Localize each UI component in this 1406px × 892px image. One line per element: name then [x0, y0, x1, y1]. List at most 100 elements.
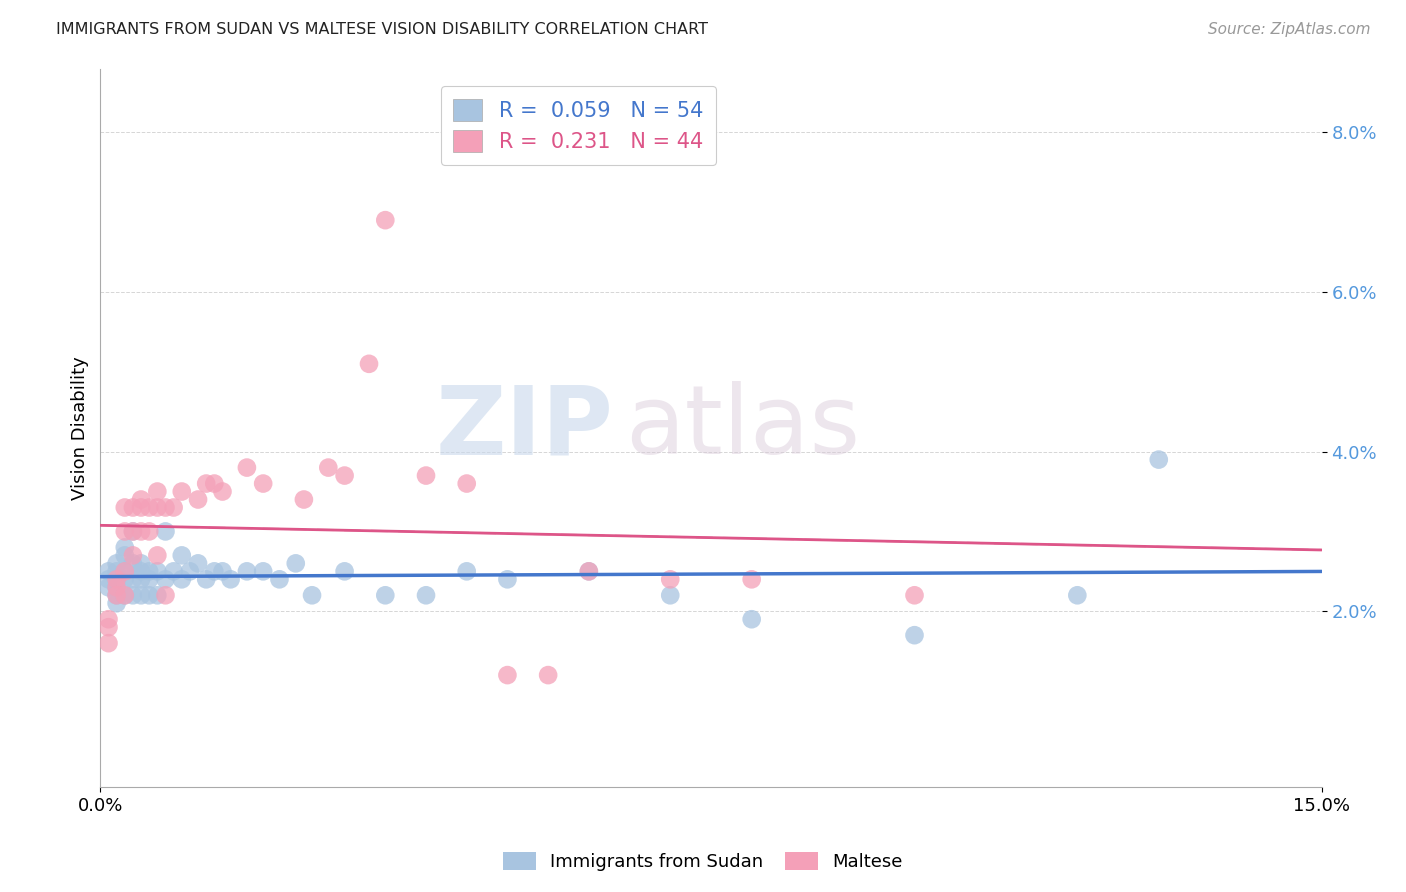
- Point: [236, 565, 259, 579]
- Point: [333, 565, 356, 579]
- Point: [114, 588, 136, 602]
- Point: [114, 524, 136, 539]
- Point: [202, 565, 225, 579]
- Point: [105, 596, 128, 610]
- Point: [374, 213, 396, 227]
- Point: [114, 541, 136, 555]
- Point: [114, 565, 136, 579]
- Text: IMMIGRANTS FROM SUDAN VS MALTESE VISION DISABILITY CORRELATION CHART: IMMIGRANTS FROM SUDAN VS MALTESE VISION …: [56, 22, 709, 37]
- Point: [138, 500, 160, 515]
- Point: [187, 557, 209, 571]
- Point: [578, 565, 600, 579]
- Point: [138, 524, 160, 539]
- Point: [129, 492, 152, 507]
- Point: [105, 588, 128, 602]
- Point: [170, 484, 193, 499]
- Point: [659, 588, 682, 602]
- Point: [129, 572, 152, 586]
- Point: [105, 580, 128, 594]
- Text: ZIP: ZIP: [436, 381, 613, 475]
- Point: [105, 557, 128, 571]
- Point: [155, 588, 177, 602]
- Point: [903, 588, 925, 602]
- Point: [97, 565, 120, 579]
- Point: [179, 565, 201, 579]
- Text: Source: ZipAtlas.com: Source: ZipAtlas.com: [1208, 22, 1371, 37]
- Point: [114, 500, 136, 515]
- Point: [129, 500, 152, 515]
- Point: [129, 524, 152, 539]
- Point: [252, 565, 274, 579]
- Point: [292, 492, 315, 507]
- Point: [374, 588, 396, 602]
- Point: [318, 460, 340, 475]
- Point: [170, 572, 193, 586]
- Point: [105, 588, 128, 602]
- Point: [741, 612, 763, 626]
- Point: [357, 357, 380, 371]
- Point: [741, 572, 763, 586]
- Point: [415, 588, 437, 602]
- Point: [122, 588, 145, 602]
- Point: [456, 476, 478, 491]
- Point: [122, 524, 145, 539]
- Point: [170, 549, 193, 563]
- Point: [155, 500, 177, 515]
- Point: [269, 572, 291, 586]
- Point: [122, 500, 145, 515]
- Point: [114, 565, 136, 579]
- Point: [162, 565, 184, 579]
- Point: [105, 572, 128, 586]
- Point: [252, 476, 274, 491]
- Point: [195, 572, 218, 586]
- Legend: Immigrants from Sudan, Maltese: Immigrants from Sudan, Maltese: [496, 845, 910, 879]
- Point: [122, 549, 145, 563]
- Point: [129, 565, 152, 579]
- Point: [105, 580, 128, 594]
- Point: [537, 668, 560, 682]
- Point: [138, 572, 160, 586]
- Point: [97, 580, 120, 594]
- Point: [97, 620, 120, 634]
- Point: [659, 572, 682, 586]
- Legend: R =  0.059   N = 54, R =  0.231   N = 44: R = 0.059 N = 54, R = 0.231 N = 44: [440, 87, 716, 165]
- Point: [146, 588, 169, 602]
- Point: [129, 557, 152, 571]
- Point: [903, 628, 925, 642]
- Point: [195, 476, 218, 491]
- Point: [122, 557, 145, 571]
- Point: [187, 492, 209, 507]
- Point: [146, 484, 169, 499]
- Point: [146, 549, 169, 563]
- Point: [219, 572, 242, 586]
- Point: [114, 549, 136, 563]
- Point: [202, 476, 225, 491]
- Point: [162, 500, 184, 515]
- Point: [129, 588, 152, 602]
- Point: [1066, 588, 1088, 602]
- Point: [138, 588, 160, 602]
- Point: [97, 572, 120, 586]
- Point: [284, 557, 307, 571]
- Point: [122, 572, 145, 586]
- Point: [146, 565, 169, 579]
- Point: [138, 565, 160, 579]
- Point: [301, 588, 323, 602]
- Point: [496, 668, 519, 682]
- Point: [97, 636, 120, 650]
- Point: [415, 468, 437, 483]
- Point: [114, 588, 136, 602]
- Point: [496, 572, 519, 586]
- Point: [146, 500, 169, 515]
- Point: [114, 572, 136, 586]
- Point: [236, 460, 259, 475]
- Text: atlas: atlas: [626, 381, 860, 475]
- Point: [456, 565, 478, 579]
- Point: [1147, 452, 1170, 467]
- Point: [211, 565, 233, 579]
- Point: [155, 572, 177, 586]
- Point: [578, 565, 600, 579]
- Point: [97, 612, 120, 626]
- Point: [105, 572, 128, 586]
- Point: [155, 524, 177, 539]
